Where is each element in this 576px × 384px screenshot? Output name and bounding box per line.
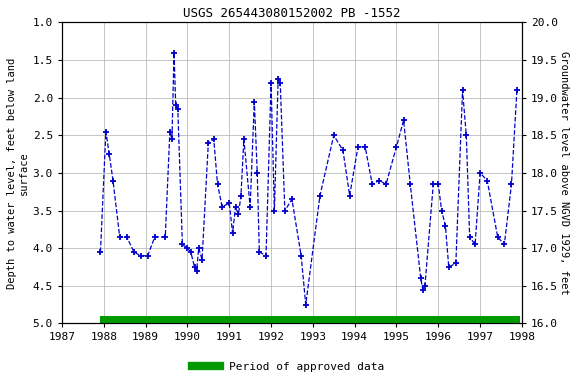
Title: USGS 265443080152002 PB -1552: USGS 265443080152002 PB -1552: [183, 7, 401, 20]
Legend: Period of approved data: Period of approved data: [188, 358, 388, 377]
Y-axis label: Groundwater level above NGVD 1929, feet: Groundwater level above NGVD 1929, feet: [559, 51, 569, 295]
Bar: [100, 316, 520, 323]
Y-axis label: Depth to water level, feet below land
surface: Depth to water level, feet below land su…: [7, 57, 29, 289]
